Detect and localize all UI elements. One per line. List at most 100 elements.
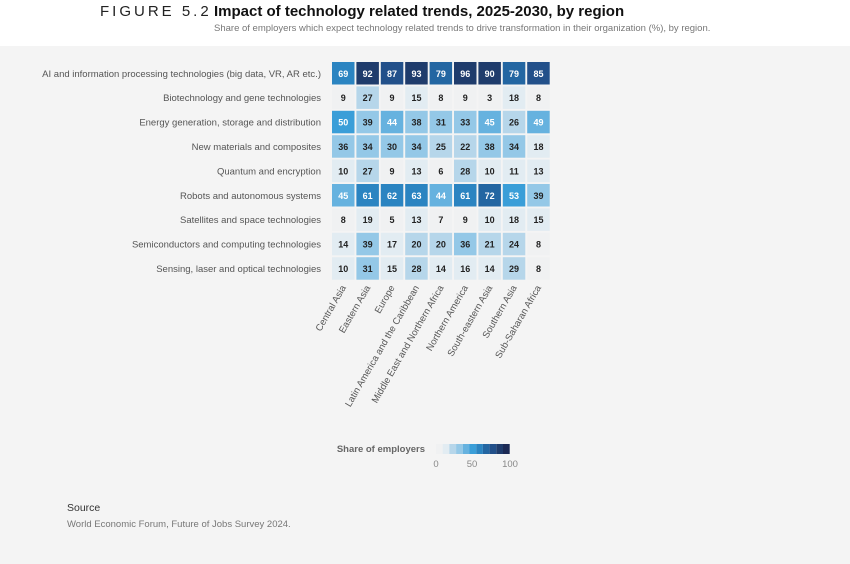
- cell-value: 27: [363, 93, 373, 103]
- cell-value: 5: [390, 215, 395, 225]
- cell-value: 14: [485, 264, 495, 274]
- heatmap-cell: [405, 257, 428, 280]
- legend-swatch: [496, 444, 503, 454]
- heatmap-cell: [405, 86, 428, 109]
- cell-value: 44: [387, 118, 397, 128]
- cell-value: 18: [509, 93, 519, 103]
- heatmap-cell: [429, 86, 453, 109]
- heatmap-cell: [454, 135, 477, 158]
- heatmap-cell: [356, 159, 379, 183]
- cell-value: 79: [436, 69, 446, 79]
- legend-swatch: [462, 444, 470, 454]
- cell-value: 18: [533, 142, 543, 152]
- chart-title: Impact of technology related trends, 202…: [214, 3, 625, 20]
- heatmap-cell: [454, 232, 477, 256]
- heatmap-cell: [478, 135, 501, 158]
- cell-value: 28: [460, 166, 470, 176]
- cell-value: 10: [338, 264, 348, 274]
- cell-value: 15: [387, 264, 397, 274]
- heatmap-cell: [356, 110, 379, 134]
- row-label: AI and information processing technologi…: [42, 69, 321, 80]
- heatmap-cell: [502, 110, 526, 134]
- header: [0, 0, 850, 46]
- cell-value: 69: [338, 69, 348, 79]
- legend-tick: 100: [502, 459, 518, 470]
- heatmap-cell: [429, 208, 453, 231]
- cell-value: 85: [533, 69, 543, 79]
- cell-value: 61: [363, 191, 373, 201]
- heatmap-cell: [429, 184, 453, 207]
- heatmap-cell: [380, 208, 404, 231]
- heatmap-cell: [429, 135, 453, 158]
- cell-value: 36: [460, 240, 470, 250]
- column-label: Europe: [373, 284, 398, 316]
- cell-value: 10: [485, 215, 495, 225]
- cell-value: 90: [485, 69, 495, 79]
- legend-title: Share of employers: [337, 444, 425, 455]
- cell-value: 18: [509, 215, 519, 225]
- cell-value: 10: [338, 166, 348, 176]
- heatmap-cell: [356, 208, 379, 231]
- cell-value: 19: [363, 215, 373, 225]
- heatmap-cell: [380, 110, 404, 134]
- cell-value: 38: [411, 118, 421, 128]
- cell-value: 13: [411, 166, 421, 176]
- heatmap-cell: [405, 135, 428, 158]
- heatmap-cell: [356, 86, 379, 109]
- cell-value: 36: [338, 142, 348, 152]
- cell-value: 87: [387, 69, 397, 79]
- legend-swatch: [449, 444, 457, 454]
- cell-value: 53: [509, 191, 519, 201]
- heatmap-cell: [405, 232, 428, 256]
- heatmap-cell: [502, 135, 526, 158]
- heatmap-cell: [380, 232, 404, 256]
- cell-value: 28: [411, 264, 421, 274]
- figure-number: FIGURE 5.2: [100, 3, 212, 20]
- heatmap-cell: [356, 135, 379, 158]
- heatmap-cell: [405, 208, 428, 231]
- legend-swatch: [503, 444, 510, 454]
- cell-value: 31: [436, 118, 446, 128]
- cell-value: 13: [411, 215, 421, 225]
- heatmap-cell: [527, 184, 550, 207]
- cell-value: 45: [338, 191, 348, 201]
- heatmap-cell: [380, 135, 404, 158]
- heatmap-cell: [332, 159, 355, 183]
- cell-value: 16: [460, 264, 470, 274]
- cell-value: 9: [390, 166, 395, 176]
- heatmap-cell: [454, 110, 477, 134]
- cell-value: 26: [509, 118, 519, 128]
- heatmap-cell: [502, 232, 526, 256]
- cell-value: 93: [411, 69, 421, 79]
- heatmap-cell: [527, 86, 550, 109]
- row-label: Robots and autonomous systems: [180, 191, 321, 202]
- cell-value: 8: [341, 215, 346, 225]
- cell-value: 11: [509, 166, 519, 176]
- heatmap-cell: [502, 159, 526, 183]
- cell-value: 6: [438, 166, 443, 176]
- cell-value: 10: [485, 166, 495, 176]
- row-label: Satellites and space technologies: [180, 215, 321, 226]
- heatmap-cell: [332, 135, 355, 158]
- cell-value: 24: [509, 240, 519, 250]
- legend-swatch: [476, 444, 483, 454]
- row-label: Quantum and encryption: [217, 166, 321, 177]
- cell-value: 39: [363, 118, 373, 128]
- cell-value: 34: [509, 142, 519, 152]
- legend-swatch: [436, 444, 443, 454]
- cell-value: 8: [536, 240, 541, 250]
- heatmap-cell: [454, 257, 477, 280]
- row-label: Energy generation, storage and distribut…: [139, 118, 321, 129]
- legend-tick: 50: [467, 459, 478, 470]
- cell-value: 30: [387, 142, 397, 152]
- heatmap-cell: [356, 232, 379, 256]
- heatmap-cell: [356, 62, 379, 85]
- legend-swatch: [469, 444, 477, 454]
- cell-value: 9: [463, 215, 468, 225]
- row-label: Sensing, laser and optical technologies: [156, 264, 321, 275]
- heatmap-cell: [454, 159, 477, 183]
- heatmap-cell: [527, 232, 550, 256]
- cell-value: 9: [390, 93, 395, 103]
- heatmap-cell: [478, 110, 501, 134]
